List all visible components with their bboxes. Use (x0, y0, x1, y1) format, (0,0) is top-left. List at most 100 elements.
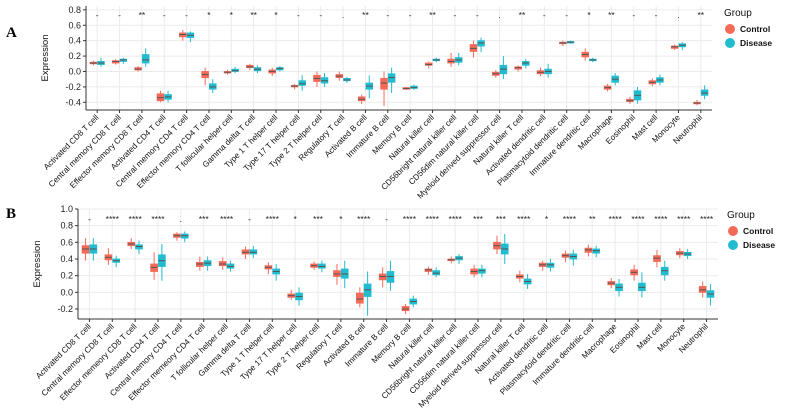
box-disease (119, 57, 128, 64)
box-disease (164, 90, 172, 103)
legend-swatch-control (728, 226, 738, 236)
box-control (195, 256, 204, 271)
box-disease (522, 59, 530, 69)
box-control (536, 67, 545, 77)
box-disease (656, 74, 664, 86)
box-disease (432, 57, 441, 63)
box-disease (253, 65, 262, 74)
box-body (355, 292, 364, 304)
box-control (310, 261, 318, 270)
box-disease (589, 57, 597, 63)
box-disease (363, 271, 372, 316)
box-control (648, 78, 657, 87)
significance-label: **** (677, 214, 691, 224)
box-control (111, 59, 120, 65)
significance-label: **** (517, 214, 531, 224)
significance-label: **** (266, 214, 280, 224)
legend-swatch-disease (725, 38, 735, 48)
significance-label: - (96, 10, 99, 20)
box-disease (566, 40, 575, 44)
box-disease (660, 260, 669, 281)
box-control (241, 246, 250, 259)
legend-swatch-disease (728, 240, 738, 250)
box-disease (135, 240, 143, 254)
significance-label: **** (129, 214, 143, 224)
y-tick-label: 0.8 (60, 221, 73, 231)
significance-label: **** (220, 214, 234, 224)
box-control (218, 257, 227, 270)
significance-label: ** (139, 10, 146, 20)
box-disease (478, 264, 486, 278)
box-control (268, 67, 276, 77)
y-axis-label: Expression (32, 241, 43, 288)
box-control (626, 96, 634, 104)
legend-swatch-control (725, 24, 735, 34)
box-control (424, 61, 433, 69)
box-control (470, 264, 478, 278)
significance-label: **** (151, 214, 165, 224)
box-control (156, 90, 165, 103)
box-control (81, 238, 90, 261)
box-disease (678, 42, 687, 50)
box-disease (295, 287, 303, 306)
box-control (670, 44, 679, 50)
legend: Group Control Disease (727, 210, 775, 250)
box-control (378, 267, 387, 288)
box-control (357, 94, 366, 104)
significance-label: * (230, 10, 234, 20)
significance-label: ** (429, 10, 436, 20)
significance-label: . (498, 10, 500, 20)
box-control (201, 67, 209, 86)
y-tick-label: 0.2 (68, 51, 81, 61)
box-control (424, 266, 433, 275)
significance-label: - (655, 10, 658, 20)
box-disease (226, 260, 235, 272)
significance-label: . (342, 10, 344, 20)
y-tick-label: 0.6 (60, 237, 73, 247)
box-disease (365, 75, 374, 99)
box-control (127, 238, 136, 249)
y-tick-label: -0.4 (65, 97, 81, 107)
box-disease (683, 249, 692, 259)
significance-label: **** (403, 214, 417, 224)
box-disease (546, 259, 555, 272)
box-disease (523, 274, 532, 289)
box-disease (706, 284, 715, 306)
significance-label: * (207, 10, 211, 20)
significance-label: - (565, 10, 568, 20)
box-disease (276, 66, 284, 72)
significance-label: - (297, 10, 300, 20)
box-control (653, 249, 661, 268)
significance-label: **** (106, 214, 120, 224)
significance-label: **** (426, 214, 440, 224)
box-disease (638, 272, 646, 298)
legend-label-disease: Disease (740, 38, 772, 48)
significance-label: *** (199, 214, 210, 224)
significance-label: **** (700, 214, 714, 224)
box-control (401, 304, 410, 314)
y-tick-label: 0.2 (60, 271, 73, 281)
significance-label: **** (357, 214, 371, 224)
significance-label: ** (698, 10, 705, 20)
significance-label: * (274, 10, 278, 20)
box-control (603, 83, 612, 92)
significance-label: ** (362, 10, 369, 20)
box-control (223, 69, 232, 75)
box-control (514, 65, 522, 72)
significance-label: *** (496, 214, 507, 224)
box-control (313, 71, 321, 87)
significance-label: ** (589, 214, 596, 224)
box-control (333, 264, 341, 285)
box-control (561, 250, 570, 263)
box-disease (387, 67, 396, 94)
box-disease (343, 76, 351, 84)
box-control (134, 66, 142, 72)
significance-label: ** (250, 10, 257, 20)
panel-letter: B (6, 206, 16, 222)
box-control (607, 278, 616, 289)
box-control (264, 262, 273, 274)
panel-letter: A (6, 25, 17, 41)
box-control (581, 48, 589, 61)
box-control (402, 86, 411, 90)
